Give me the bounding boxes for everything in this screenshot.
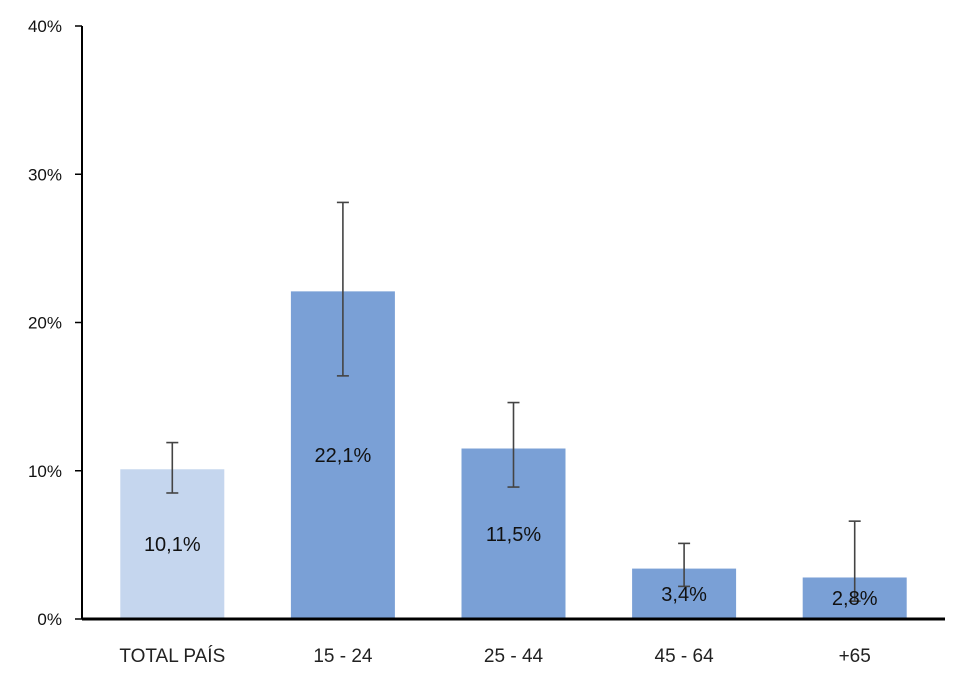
x-category-label: 25 - 44 xyxy=(484,646,544,667)
y-tick-label: 0% xyxy=(37,610,62,629)
error-bar xyxy=(848,520,861,603)
y-tick-label: 20% xyxy=(28,314,62,333)
data-label: 22,1% xyxy=(315,445,372,467)
data-label: 11,5% xyxy=(486,524,541,546)
data-label: 3,4% xyxy=(661,584,707,606)
error-bar xyxy=(507,401,520,488)
data-label: 2,8% xyxy=(832,588,878,610)
x-category-label: 45 - 64 xyxy=(655,646,715,667)
category-labels: TOTAL PAÍS 15 - 24 25 - 44 45 - 64 +65 xyxy=(119,646,870,667)
error-bar xyxy=(336,201,349,377)
y-tick-label: 10% xyxy=(28,462,62,481)
error-bar xyxy=(166,441,179,494)
y-tick-label: 40% xyxy=(28,17,62,36)
y-tick-label: 30% xyxy=(28,165,62,184)
x-category-label: +65 xyxy=(839,646,871,667)
error-bars xyxy=(166,201,861,603)
y-ticks: 0% 10% 20% 30% 40% xyxy=(28,17,82,629)
x-category-label: 15 - 24 xyxy=(313,646,373,667)
value-labels: 10,1% 22,1% 11,5% 3,4% 2,8% xyxy=(144,445,878,610)
error-bar xyxy=(678,542,691,588)
data-label: 10,1% xyxy=(144,534,201,556)
x-category-label: TOTAL PAÍS xyxy=(119,646,225,667)
bar xyxy=(120,469,225,619)
